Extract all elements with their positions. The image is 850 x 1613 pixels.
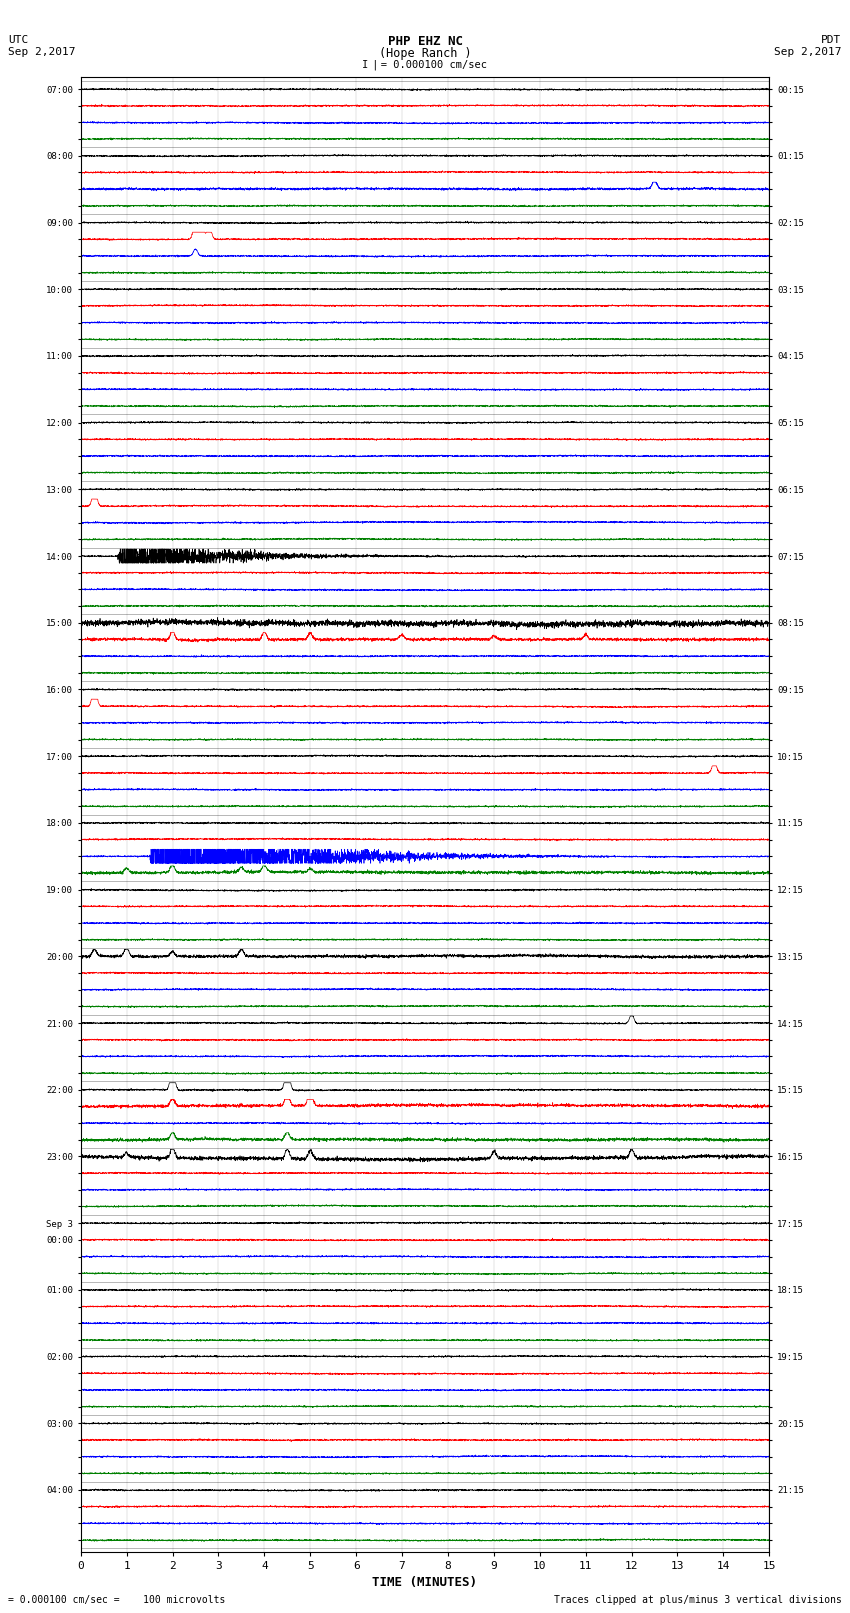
Text: UTC: UTC [8,35,29,45]
Text: PDT: PDT [821,35,842,45]
Text: Sep 2,2017: Sep 2,2017 [8,47,76,56]
Text: Sep 2,2017: Sep 2,2017 [774,47,842,56]
Text: (Hope Ranch ): (Hope Ranch ) [379,47,471,60]
X-axis label: TIME (MINUTES): TIME (MINUTES) [372,1576,478,1589]
Text: PHP EHZ NC: PHP EHZ NC [388,35,462,48]
Text: Traces clipped at plus/minus 3 vertical divisions: Traces clipped at plus/minus 3 vertical … [553,1595,842,1605]
Text: I  = 0.000100 cm/sec: I = 0.000100 cm/sec [362,60,488,69]
Text: = 0.000100 cm/sec =    100 microvolts: = 0.000100 cm/sec = 100 microvolts [8,1595,226,1605]
Text: |: | [371,60,377,71]
